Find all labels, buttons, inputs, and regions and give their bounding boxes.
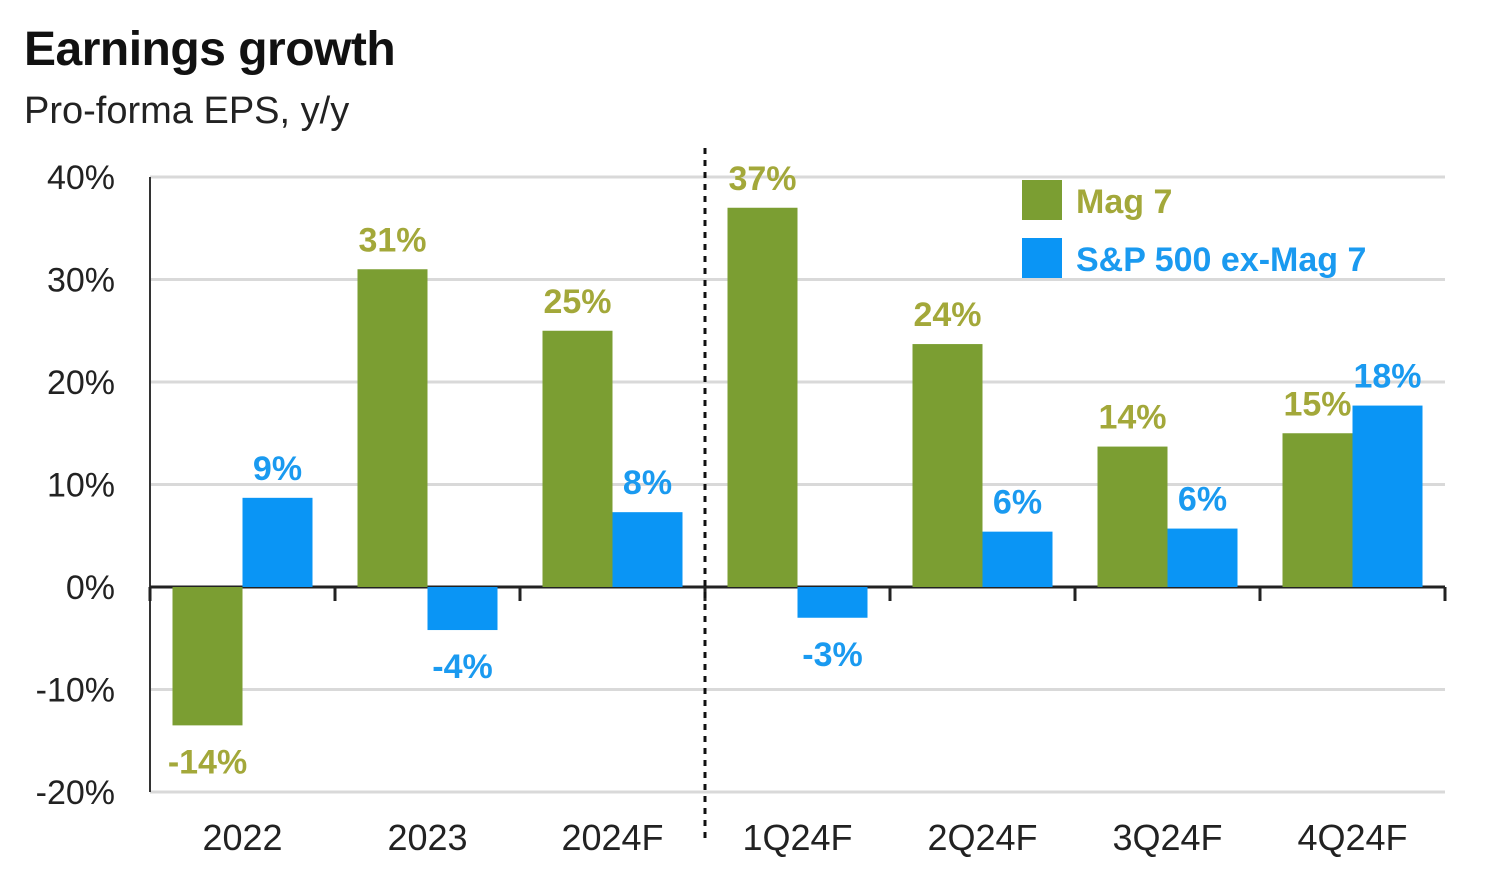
sp500-ex-mag7-data-label: 9% [253, 450, 302, 488]
sp500-ex-mag7-data-label: 6% [1178, 481, 1227, 519]
data-labels: -14% 31% 25% 37% 24% 14% 15% 9% -4% 8% -3% 6% 6% 18% [168, 160, 1422, 782]
mag7-data-label: 37% [728, 160, 796, 198]
legend-label: Mag 7 [1076, 183, 1172, 221]
mag7-bar [1282, 433, 1353, 587]
mag7-bar [1097, 446, 1168, 587]
sp500-ex-mag7-bar [797, 587, 868, 618]
y-tick-label: -20% [36, 774, 115, 812]
x-category-label: 2023 [387, 817, 467, 858]
y-tick-label: 10% [47, 467, 115, 505]
legend-swatch [1022, 238, 1062, 278]
sp500-ex-mag7-bar [1167, 528, 1238, 587]
mag7-data-label: 31% [358, 221, 426, 259]
mag7-data-label: 15% [1283, 385, 1351, 423]
x-category-label: 1Q24F [742, 817, 852, 858]
axes: 40% 30% 20% 10% 0% -10% -20% 2022 2023 2024F 1Q24F… [36, 148, 1447, 858]
legend: Mag 7 S&P 500 ex-Mag 7 [1022, 180, 1366, 279]
sp500-ex-mag7-data-label: 8% [623, 464, 672, 502]
bars [172, 207, 1423, 726]
sp500-ex-mag7-data-label: -4% [432, 648, 492, 686]
y-tick-label: 20% [47, 364, 115, 402]
mag7-data-label: -14% [168, 743, 247, 781]
chart-subtitle: Pro-forma EPS, y/y [24, 90, 350, 132]
y-tick-label: 0% [66, 569, 115, 607]
mag7-data-label: 25% [543, 283, 611, 321]
x-category-label: 2022 [202, 817, 282, 858]
y-tick-label: 30% [47, 262, 115, 300]
mag7-bar [357, 269, 428, 587]
sp500-ex-mag7-bar [982, 531, 1053, 587]
mag7-bar [912, 344, 983, 587]
mag7-bar [727, 207, 798, 587]
y-tick-label: 40% [47, 159, 115, 197]
sp500-ex-mag7-bar [242, 497, 313, 587]
x-category-label: 4Q24F [1297, 817, 1407, 858]
y-tick-label: -10% [36, 672, 115, 710]
x-category-label: 3Q24F [1112, 817, 1222, 858]
sp500-ex-mag7-bar [427, 587, 498, 631]
sp500-ex-mag7-data-label: 6% [993, 484, 1042, 522]
x-category-label: 2Q24F [927, 817, 1037, 858]
sp500-ex-mag7-data-label: 18% [1353, 358, 1421, 396]
legend-swatch [1022, 180, 1062, 220]
x-category-label: 2024F [561, 817, 663, 858]
chart-title: Earnings growth [24, 23, 396, 76]
sp500-ex-mag7-bar [612, 512, 683, 587]
mag7-data-label: 24% [913, 296, 981, 334]
sp500-ex-mag7-data-label: -3% [802, 636, 862, 674]
mag7-bar [542, 330, 613, 587]
sp500-ex-mag7-bar [1352, 405, 1423, 587]
legend-label: S&P 500 ex-Mag 7 [1076, 241, 1366, 279]
mag7-bar [172, 587, 243, 726]
mag7-data-label: 14% [1098, 399, 1166, 437]
